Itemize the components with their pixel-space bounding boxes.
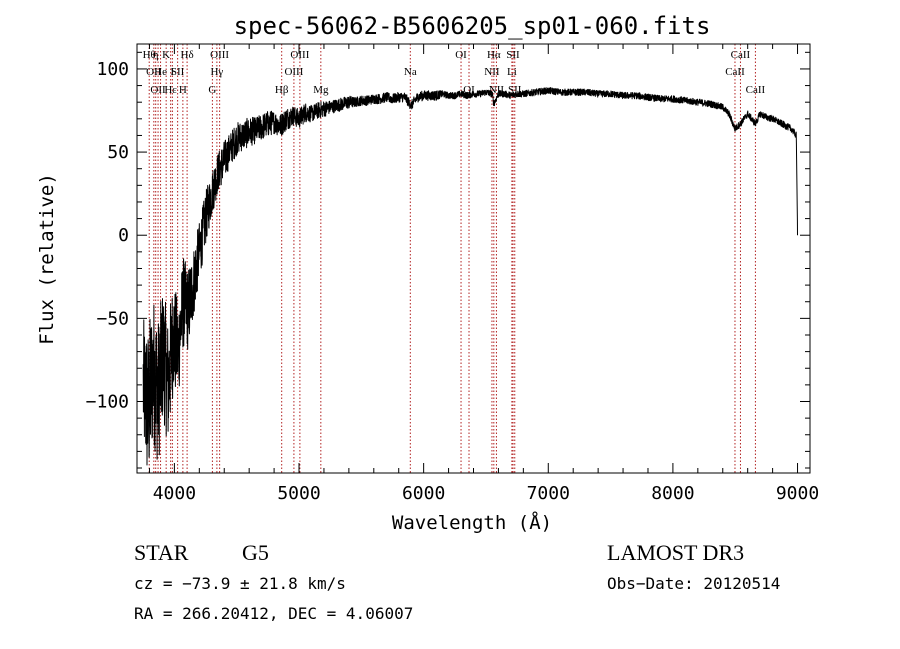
spectral-line-label: He (154, 66, 167, 78)
spectral-line-label: K (162, 49, 170, 61)
spectral-line-label: CaII (746, 84, 766, 96)
spectral-line-label: Li (507, 66, 517, 78)
y-tick-label: −50 (96, 308, 129, 329)
spectral-line-label: SII (506, 49, 520, 61)
spectral-line-label: I (171, 66, 175, 78)
spectral-line-label: OI (463, 84, 475, 96)
spectral-line-label: NII (484, 66, 500, 78)
spectral-line-label: Hγ (210, 66, 223, 78)
survey-name: LAMOST DR3 (607, 540, 745, 565)
spectral-line-label: H (179, 84, 187, 96)
x-tick-label: 9000 (776, 483, 819, 504)
y-axis-label: Flux (relative) (36, 173, 58, 345)
x-tick-label: 8000 (651, 483, 694, 504)
x-axis-label: Wavelength (Å) (392, 511, 552, 534)
spectral-line-label: Hδ (181, 49, 194, 61)
spectral-line-label: OIII (290, 49, 309, 61)
plot-frame (136, 43, 811, 474)
observation-date: Obs−Date: 20120514 (607, 574, 781, 593)
spectral-line-label: CaII (731, 49, 751, 61)
spectral-line-label: Mg (313, 84, 329, 96)
spectral-line-label: OII (146, 66, 162, 78)
spectral-line-label: SII (171, 66, 185, 78)
chart-title: spec-56062-B5606205_sp01-060.fits (234, 12, 711, 40)
spectral-line-label: Hα (487, 49, 501, 61)
spectrum-series-line (142, 87, 798, 466)
spectral-line-label: Na (404, 66, 417, 78)
x-tick-label: 5000 (277, 483, 320, 504)
x-tick-label: 6000 (402, 483, 445, 504)
ra-dec-coordinates: RA = 266.20412, DEC = 4.06007 (134, 604, 414, 623)
y-tick-label: 0 (118, 225, 129, 246)
object-subclass: G5 (242, 540, 269, 565)
spectral-line-label: G (208, 84, 216, 96)
spectral-line-label: Hβ (275, 84, 289, 96)
spectral-line-label: OIII (210, 49, 229, 61)
spectral-line-label: η (153, 49, 159, 61)
y-tick-label: 100 (96, 59, 129, 80)
spectral-line-label: OIII (284, 66, 303, 78)
spectral-line-label: CaII (725, 66, 745, 78)
object-class: STAR (134, 540, 189, 565)
spectral-line-label: OII (150, 84, 166, 96)
x-tick-label: 7000 (527, 483, 570, 504)
axis-ticks: 4000 5000 6000 7000 8000 9000 −100 −50 0 50 100 (86, 44, 819, 504)
spectral-lines-layer (148, 44, 756, 473)
y-tick-label: 50 (107, 142, 129, 163)
spectral-line-label: Hθ (143, 49, 156, 61)
spectral-line-label: Hε (164, 84, 177, 96)
redshift-cz: cz = −73.9 ± 21.8 km/s (134, 574, 346, 593)
spectral-line-labels: HθOIIηOIIHeKHεISIIHHδGHγOIIIHβOIIIOIIIMg… (143, 49, 766, 96)
x-tick-label: 4000 (153, 483, 196, 504)
spectral-line-label: OI (455, 49, 467, 61)
y-tick-label: −100 (86, 392, 129, 413)
